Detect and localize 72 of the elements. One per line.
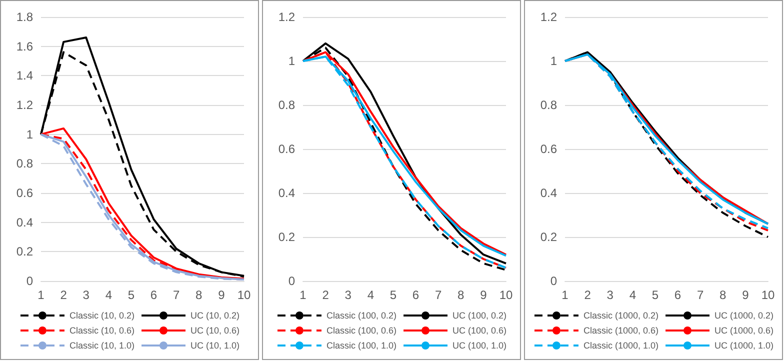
y-tick-label: 0.4 — [278, 186, 296, 200]
y-tick-label: 0.8 — [540, 98, 558, 112]
y-tick-label: 0.8 — [278, 98, 296, 112]
y-tick-label: 1 — [550, 54, 558, 68]
y-tick-label: 1 — [288, 54, 296, 68]
y-tick-label: 1.2 — [278, 10, 296, 24]
x-tick-label: 5 — [390, 288, 397, 302]
y-tick-label: 1.4 — [16, 68, 34, 83]
y-tick-label: 1.8 — [16, 10, 34, 24]
x-tick-label: 3 — [606, 288, 614, 302]
legend-label: Classic (1000, 0.6) — [583, 326, 659, 336]
x-tick-label: 1 — [38, 288, 45, 302]
y-tick-label: 0.8 — [16, 156, 34, 171]
legend-label: Classic (1000, 1.0) — [583, 340, 659, 350]
x-tick-label: 7 — [696, 288, 704, 302]
y-tick-label: 1 — [26, 127, 34, 142]
legend-label: UC (10, 1.0) — [190, 340, 240, 350]
x-tick-label: 4 — [629, 288, 636, 302]
x-tick-label: 2 — [584, 288, 592, 302]
legend-label: UC (1000, 1.0) — [714, 340, 774, 350]
x-tick-label: 5 — [128, 288, 135, 302]
y-tick-label: 0 — [550, 274, 558, 288]
legend-label: Classic (10, 0.6) — [69, 326, 135, 336]
legend-label: UC (100, 0.2) — [452, 310, 507, 320]
legend-label: UC (1000, 0.6) — [714, 326, 774, 336]
legend-label: UC (1000, 0.2) — [714, 310, 774, 320]
y-tick-label: 1.2 — [540, 10, 558, 24]
y-tick-label: 1.6 — [16, 39, 34, 54]
x-tick-label: 9 — [218, 288, 226, 302]
legend-label: Classic (1000, 0.2) — [583, 310, 659, 320]
x-tick-label: 6 — [150, 288, 158, 302]
legend-label: UC (100, 0.6) — [452, 326, 507, 336]
x-tick-label: 6 — [412, 288, 420, 302]
x-tick-label: 8 — [458, 288, 465, 302]
x-tick-label: 4 — [105, 288, 112, 302]
x-tick-label: 9 — [742, 288, 750, 302]
x-tick-label: 9 — [480, 288, 488, 302]
y-tick-label: 0.2 — [278, 230, 296, 244]
legend-label: UC (10, 0.2) — [190, 310, 240, 320]
y-tick-label: 0.4 — [16, 215, 34, 230]
x-tick-label: 7 — [434, 288, 442, 302]
y-tick-label: 0.2 — [16, 244, 34, 259]
x-tick-label: 8 — [720, 288, 727, 302]
x-tick-label: 1 — [300, 288, 307, 302]
legend-label: UC (10, 0.6) — [190, 326, 240, 336]
y-tick-label: 0 — [26, 274, 34, 288]
x-tick-label: 10 — [237, 288, 251, 302]
x-tick-label: 7 — [172, 288, 180, 302]
x-tick-label: 3 — [82, 288, 90, 302]
legend-label: Classic (100, 1.0) — [326, 340, 397, 350]
x-tick-label: 3 — [344, 288, 352, 302]
x-tick-label: 10 — [499, 288, 513, 302]
x-tick-label: 10 — [761, 288, 775, 302]
x-tick-label: 8 — [196, 288, 203, 302]
y-tick-label: 0.6 — [16, 186, 34, 200]
y-tick-label: 1.2 — [16, 98, 34, 112]
x-tick-label: 5 — [652, 288, 659, 302]
legend-label: Classic (100, 0.6) — [326, 326, 397, 336]
legend-label: Classic (10, 1.0) — [69, 340, 135, 350]
x-tick-label: 2 — [322, 288, 330, 302]
x-tick-label: 4 — [367, 288, 374, 302]
x-tick-label: 2 — [60, 288, 68, 302]
y-tick-label: 0.6 — [540, 142, 558, 156]
legend-label: UC (100, 1.0) — [452, 340, 507, 350]
y-tick-label: 0.6 — [278, 142, 296, 156]
x-tick-label: 6 — [674, 288, 682, 302]
legend-label: Classic (10, 0.2) — [69, 310, 135, 320]
y-tick-label: 0.4 — [540, 186, 558, 200]
y-tick-label: 0.2 — [540, 230, 558, 244]
y-tick-label: 0 — [288, 274, 296, 288]
x-tick-label: 1 — [562, 288, 569, 302]
legend-label: Classic (100, 0.2) — [326, 310, 397, 320]
